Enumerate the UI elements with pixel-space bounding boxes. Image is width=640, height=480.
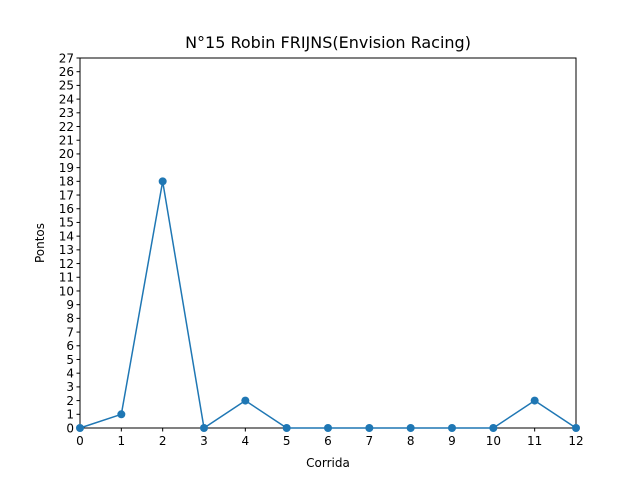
y-tick-label: 19 <box>59 161 74 175</box>
x-tick-label: 3 <box>200 434 208 448</box>
x-tick-label: 5 <box>283 434 291 448</box>
data-point <box>365 424 374 432</box>
y-tick-label: 16 <box>59 202 74 216</box>
x-tick-label: 11 <box>527 434 542 448</box>
y-tick-label: 24 <box>59 92 74 106</box>
y-tick-label: 27 <box>59 51 74 65</box>
data-point <box>158 177 167 186</box>
x-tick-label: 10 <box>486 434 501 448</box>
y-tick-label: 13 <box>59 243 74 257</box>
y-tick-label: 15 <box>59 216 74 230</box>
x-axis-label: Corrida <box>306 456 350 470</box>
x-tick-label: 12 <box>568 434 583 448</box>
x-tick-label: 8 <box>407 434 415 448</box>
y-axis: 0123456789101112131415161718192021222324… <box>59 51 80 435</box>
y-tick-label: 20 <box>59 147 74 161</box>
y-tick-label: 23 <box>59 106 74 120</box>
x-tick-label: 4 <box>242 434 250 448</box>
data-point <box>572 424 580 432</box>
y-tick-label: 5 <box>66 353 74 367</box>
y-tick-label: 8 <box>66 312 74 326</box>
y-tick-label: 22 <box>59 120 74 134</box>
x-tick-label: 6 <box>324 434 332 448</box>
data-point <box>76 424 84 432</box>
x-tick-label: 9 <box>448 434 456 448</box>
y-tick-label: 17 <box>59 188 74 202</box>
data-point <box>530 396 539 405</box>
plot-area <box>79 57 577 429</box>
y-tick-label: 18 <box>59 175 74 189</box>
y-axis-label: Pontos <box>33 223 47 263</box>
y-tick-label: 1 <box>66 408 74 422</box>
y-tick-label: 12 <box>59 257 74 271</box>
y-tick-label: 6 <box>66 339 74 353</box>
y-tick-label: 26 <box>59 65 74 79</box>
y-tick-label: 0 <box>66 421 74 435</box>
data-point <box>282 424 291 432</box>
y-tick-label: 3 <box>66 380 74 394</box>
data-point <box>200 424 208 432</box>
data-point <box>324 424 332 432</box>
data-point <box>448 424 456 432</box>
data-point <box>406 424 415 432</box>
x-tick-label: 1 <box>118 434 126 448</box>
y-tick-label: 2 <box>66 394 74 408</box>
series-layer <box>76 177 580 432</box>
data-point <box>489 424 498 432</box>
x-tick-label: 7 <box>366 434 374 448</box>
y-tick-label: 7 <box>66 325 74 339</box>
y-tick-label: 11 <box>59 271 74 285</box>
x-tick-label: 2 <box>159 434 167 448</box>
data-point <box>241 396 250 405</box>
series-line <box>79 180 577 429</box>
y-tick-label: 10 <box>59 284 74 298</box>
y-tick-label: 9 <box>66 298 74 312</box>
y-tick-label: 21 <box>59 134 74 148</box>
y-tick-label: 25 <box>59 79 74 93</box>
y-tick-label: 14 <box>59 229 74 243</box>
data-point <box>117 410 126 419</box>
x-tick-label: 0 <box>76 434 84 448</box>
chart-title: N°15 Robin FRIJNS(Envision Racing) <box>185 33 471 52</box>
y-tick-label: 4 <box>66 366 74 380</box>
